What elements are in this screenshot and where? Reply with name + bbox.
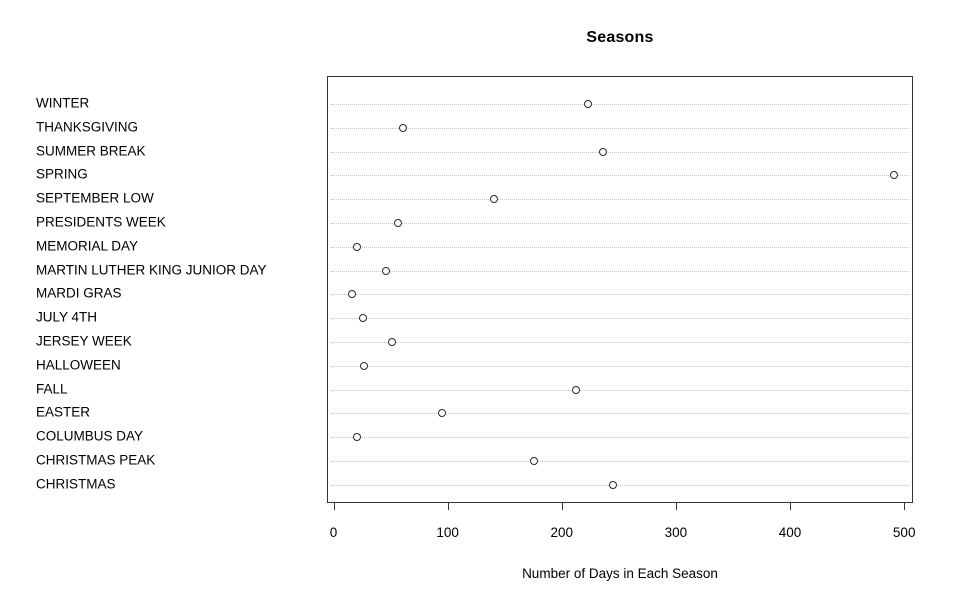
data-point — [490, 195, 499, 204]
category-label: THANKSGIVING — [36, 119, 139, 135]
data-point — [360, 361, 369, 370]
data-point — [598, 147, 607, 156]
category-label: JULY 4TH — [36, 309, 98, 325]
x-tick-mark — [790, 503, 792, 510]
x-axis: 0 100 200 300 400 500 — [327, 503, 916, 553]
category-label: WINTER — [36, 95, 90, 111]
category-label: CHRISTMAS — [36, 476, 116, 492]
gridline — [331, 270, 909, 272]
category-label: SPRING — [36, 166, 88, 182]
category-label: EASTER — [36, 404, 91, 420]
data-point — [353, 433, 362, 442]
data-point — [353, 242, 362, 251]
category-label: PRESIDENTS WEEK — [36, 214, 166, 230]
category-label: COLUMBUS DAY — [36, 428, 144, 444]
data-point — [609, 480, 617, 489]
x-tick-mark — [904, 503, 906, 510]
gridline — [331, 437, 909, 439]
x-tick-label: 200 — [550, 525, 574, 540]
data-point — [394, 219, 403, 227]
x-tick-label: 0 — [329, 525, 338, 540]
gridline — [331, 484, 909, 486]
gridline — [331, 151, 909, 153]
category-label: SEPTEMBER LOW — [36, 190, 154, 206]
data-point — [359, 314, 368, 323]
data-point — [437, 409, 446, 418]
data-point — [583, 100, 592, 108]
data-point — [530, 457, 539, 465]
gridline — [331, 127, 909, 129]
data-point — [381, 266, 390, 275]
gridline — [331, 294, 909, 296]
x-tick-mark — [447, 503, 449, 510]
gridline — [331, 246, 909, 248]
gridline — [331, 461, 909, 462]
data-point — [572, 385, 581, 394]
data-point — [889, 171, 898, 180]
category-label: HALLOWEEN — [36, 357, 121, 373]
category-label: SUMMER BREAK — [36, 143, 146, 159]
gridline — [331, 413, 909, 415]
category-label: CHRISTMAS PEAK — [36, 452, 156, 468]
data-point — [387, 338, 396, 346]
x-axis-label: Number of Days in Each Season — [522, 566, 718, 581]
x-tick-label: 500 — [892, 525, 916, 540]
chart-title: Seasons — [586, 29, 654, 46]
gridline — [331, 318, 909, 320]
x-tick-mark — [333, 503, 335, 510]
gridline — [331, 104, 909, 105]
gridline — [331, 389, 909, 391]
plot-area — [327, 76, 913, 503]
data-point — [398, 123, 407, 132]
x-tick-label: 100 — [436, 525, 459, 540]
category-label: JERSEY WEEK — [36, 333, 132, 349]
gridline — [331, 175, 909, 177]
category-label: MARDI GRAS — [36, 285, 122, 301]
x-tick-mark — [675, 503, 677, 510]
x-tick-label: 300 — [664, 525, 688, 540]
category-label-column: WINTER THANKSGIVING SUMMER BREAK SPRING SEPT… — [36, 0, 326, 606]
data-point — [347, 290, 356, 299]
x-tick-label: 400 — [778, 525, 802, 540]
category-label: MARTIN LUTHER KING JUNIOR DAY — [36, 262, 267, 278]
gridline — [331, 342, 909, 343]
category-label: MEMORIAL DAY — [36, 238, 139, 254]
category-label: FALL — [36, 381, 68, 397]
gridline — [331, 365, 909, 367]
gridline — [331, 199, 909, 201]
x-tick-mark — [561, 503, 563, 510]
gridline — [331, 223, 909, 224]
